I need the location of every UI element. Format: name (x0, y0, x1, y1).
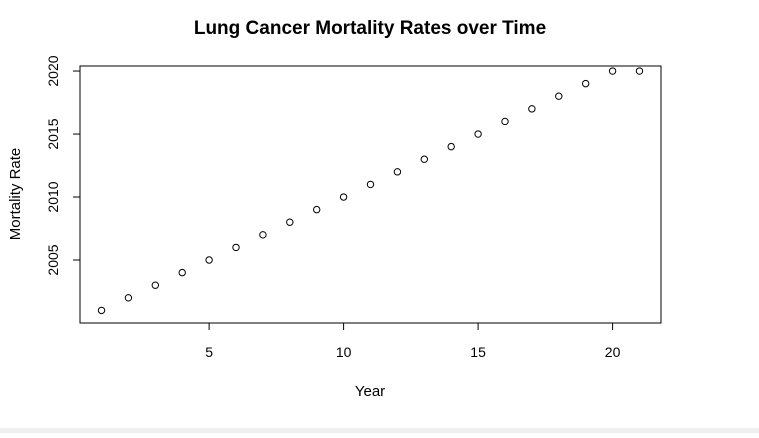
data-point (420, 155, 428, 163)
x-tick-label: 20 (605, 344, 621, 360)
data-point (97, 306, 106, 315)
data-point (205, 256, 213, 264)
data-point (313, 205, 321, 214)
data-point (528, 105, 536, 113)
x-axis: 5 10 15 20 (205, 322, 621, 360)
x-axis-label: Year (355, 383, 385, 400)
data-point (581, 79, 590, 88)
data-point (447, 142, 455, 151)
x-tick-label: 10 (336, 344, 352, 360)
y-tick-label: 2010 (45, 181, 61, 212)
data-point (635, 67, 644, 75)
x-tick-label: 15 (470, 344, 486, 360)
data-point (474, 130, 482, 138)
data-point (608, 67, 617, 75)
data-point (366, 180, 375, 189)
window-bottom-strip (0, 428, 759, 433)
data-point (178, 268, 186, 277)
data-point (151, 281, 160, 289)
y-axis: 2005 2010 2015 2020 (45, 55, 81, 276)
data-point (259, 231, 267, 239)
x-tick-label: 5 (205, 344, 213, 360)
data-point (393, 168, 402, 176)
data-point (124, 294, 133, 302)
data-points (97, 67, 644, 315)
chart-title: Lung Cancer Mortality Rates over Time (194, 18, 546, 39)
data-point (555, 92, 563, 100)
plot-frame (79, 65, 662, 324)
y-axis-label: Mortality Rate (7, 148, 24, 241)
y-tick-label: 2005 (45, 244, 61, 275)
y-tick-label: 2015 (45, 118, 61, 149)
data-point (286, 218, 294, 226)
data-point (501, 117, 509, 126)
data-point (339, 193, 348, 201)
y-tick-label: 2020 (45, 55, 61, 86)
data-point (232, 243, 240, 252)
